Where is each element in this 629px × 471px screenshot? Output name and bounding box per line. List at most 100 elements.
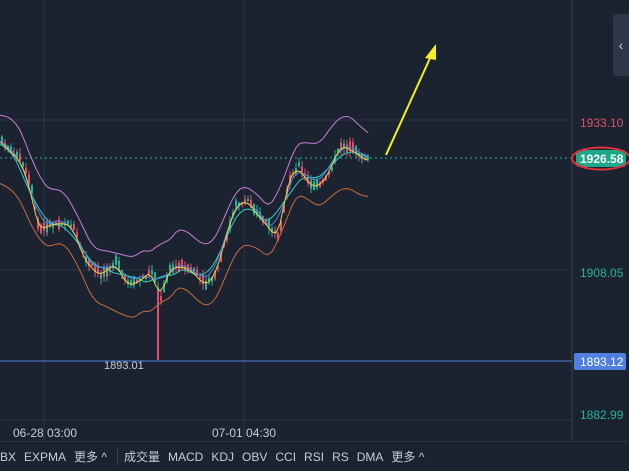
candle-body bbox=[145, 275, 147, 279]
candle-body bbox=[34, 205, 36, 209]
indicator-volume[interactable]: 成交量 bbox=[124, 450, 161, 464]
time-label-0: 06-28 03:00 bbox=[13, 426, 77, 440]
candle-body bbox=[112, 263, 114, 269]
trend-arrow[interactable] bbox=[385, 44, 436, 156]
candle-body bbox=[349, 141, 351, 151]
candle-body bbox=[244, 199, 246, 204]
candle-body bbox=[352, 142, 354, 153]
bollinger-upper-line bbox=[0, 114, 369, 258]
price-label-low: 1882.99 bbox=[580, 408, 624, 422]
candle-body bbox=[151, 270, 153, 275]
candle-body bbox=[7, 145, 9, 150]
panel-toggle-button[interactable]: ‹ bbox=[613, 14, 629, 76]
candle-body bbox=[25, 168, 27, 174]
bollinger-lower-line bbox=[0, 182, 369, 318]
candle-body bbox=[46, 222, 48, 233]
candle-body bbox=[73, 223, 75, 230]
candle-body bbox=[49, 220, 51, 228]
indicator-dma[interactable]: DMA bbox=[356, 449, 384, 464]
candle-body bbox=[208, 278, 210, 283]
indicator-rsi[interactable]: RSI bbox=[304, 449, 325, 464]
candle-body bbox=[298, 162, 300, 166]
candle-body bbox=[88, 258, 90, 266]
candle-body bbox=[118, 260, 120, 271]
indicator-macd[interactable]: MACD bbox=[168, 449, 204, 464]
main-indicators-more[interactable]: 更多 ^ bbox=[74, 450, 107, 464]
indicator-expma[interactable]: EXPMA bbox=[24, 449, 67, 464]
candle-body bbox=[235, 200, 237, 207]
candle-body bbox=[301, 166, 303, 172]
candle-body bbox=[115, 255, 117, 265]
candle-body bbox=[277, 232, 279, 241]
low-price-annotation: 1893.01 bbox=[104, 360, 144, 372]
ma-slow-line bbox=[0, 143, 369, 283]
current-price-tag: 1926.58 bbox=[571, 146, 629, 171]
indicator-kdj[interactable]: KDJ bbox=[211, 449, 235, 464]
time-label-1: 07-01 04:30 bbox=[212, 426, 276, 440]
candle-body bbox=[70, 224, 72, 227]
candle-body bbox=[367, 156, 369, 160]
price-label-high: 1933.10 bbox=[580, 116, 624, 130]
candle-body bbox=[202, 275, 204, 285]
candle-body bbox=[196, 269, 198, 276]
candle-body bbox=[142, 275, 144, 279]
candle-body bbox=[106, 267, 108, 277]
candle-body bbox=[211, 277, 213, 282]
ma-fast-line bbox=[0, 141, 369, 292]
candlestick-series bbox=[1, 135, 369, 360]
candle-body bbox=[130, 280, 132, 286]
candle-body bbox=[31, 185, 33, 194]
candle-body bbox=[220, 252, 222, 262]
candle-body bbox=[337, 148, 339, 153]
current-price-text: 1926.58 bbox=[580, 152, 624, 166]
candle-body bbox=[97, 267, 99, 274]
candle-body bbox=[133, 276, 135, 286]
candle-body bbox=[16, 151, 18, 158]
candle-body bbox=[217, 266, 219, 270]
candle-body bbox=[124, 274, 126, 281]
toolbar-divider bbox=[117, 448, 118, 465]
candle-body bbox=[148, 270, 150, 275]
candle-body bbox=[361, 153, 363, 160]
candle-body bbox=[331, 167, 333, 171]
candle-body bbox=[28, 174, 30, 184]
candle-body bbox=[67, 220, 69, 225]
candle-body bbox=[22, 162, 24, 167]
candle-body bbox=[199, 276, 201, 280]
indicator-bx[interactable]: BX bbox=[0, 449, 17, 464]
candle-body bbox=[205, 280, 207, 290]
candle-body bbox=[91, 263, 93, 267]
candle-body bbox=[76, 232, 78, 238]
indicator-obv[interactable]: OBV bbox=[242, 449, 268, 464]
candle-body bbox=[283, 205, 285, 213]
indicator-cci[interactable]: CCI bbox=[275, 449, 297, 464]
candle-body bbox=[274, 230, 276, 234]
candle-body bbox=[343, 143, 345, 149]
candle-body bbox=[292, 172, 294, 175]
candle-body bbox=[94, 265, 96, 272]
candle-body bbox=[214, 271, 216, 279]
candle-body bbox=[271, 228, 273, 232]
candle-body bbox=[307, 175, 309, 184]
candle-body bbox=[256, 210, 258, 216]
chevron-left-icon: ‹ bbox=[618, 37, 624, 53]
candle-body bbox=[268, 219, 270, 229]
candle-body bbox=[154, 272, 156, 282]
candle-body bbox=[226, 235, 228, 241]
candle-body bbox=[109, 266, 111, 272]
candle-body bbox=[40, 224, 42, 234]
candle-body bbox=[10, 146, 12, 151]
candle-body bbox=[82, 250, 84, 254]
line-price-text: 1893.12 bbox=[580, 355, 624, 369]
indicator-lines bbox=[0, 114, 369, 318]
candle-body bbox=[328, 171, 330, 176]
candle-body bbox=[280, 221, 282, 232]
candle-body bbox=[325, 175, 327, 181]
candle-body bbox=[19, 153, 21, 162]
candle-body bbox=[316, 179, 318, 188]
sub-indicators-more[interactable]: 更多 ^ bbox=[391, 450, 425, 464]
indicator-rs[interactable]: RS bbox=[332, 449, 349, 464]
candle-body bbox=[181, 259, 183, 269]
candle-body bbox=[340, 142, 342, 150]
